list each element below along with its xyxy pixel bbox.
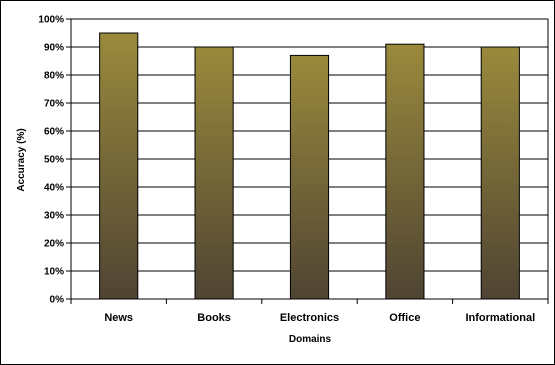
y-tick-label: 30% [44, 211, 64, 222]
bar-electronics [289, 54, 330, 300]
x-tick-label: Books [197, 312, 231, 324]
y-axis-title: Accuracy (%) [16, 128, 27, 191]
y-tick-label: 0% [50, 295, 65, 306]
bar-news [99, 32, 139, 300]
x-axis-title: Domains [289, 334, 332, 345]
y-tick-labels: 0% 10% 20% 30% 40% 50% 60% 70% 80% 90% 100% [38, 15, 64, 306]
x-tick-label: Office [389, 312, 420, 324]
y-tick-label: 100% [38, 15, 64, 26]
axes [66, 18, 549, 304]
x-tick-labels: News Books Electronics Office Informational [104, 312, 535, 324]
bar-books [194, 46, 234, 300]
bar-office [385, 43, 425, 300]
y-tick-label: 20% [44, 239, 64, 250]
y-tick-label: 50% [44, 155, 64, 166]
bar-informational [480, 46, 520, 300]
y-tick-label: 60% [44, 127, 64, 138]
y-tick-label: 40% [44, 183, 64, 194]
x-tick-label: News [104, 312, 133, 324]
y-tick-label: 90% [44, 43, 64, 54]
x-tick-label: Electronics [280, 312, 339, 324]
y-tick-label: 70% [44, 99, 64, 110]
y-tick-label: 10% [44, 267, 64, 278]
x-tick-label: Informational [465, 312, 535, 324]
y-tick-label: 80% [44, 71, 64, 82]
bars [99, 32, 520, 300]
